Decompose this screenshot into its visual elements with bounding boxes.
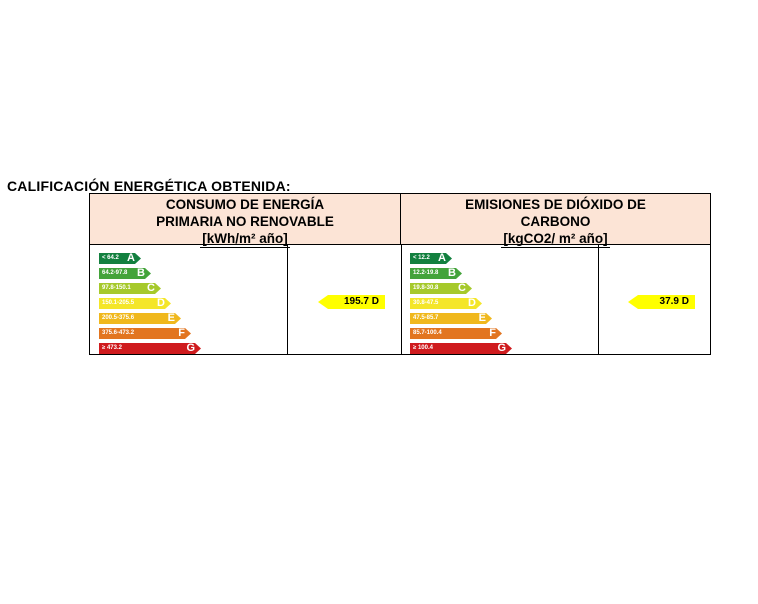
consumo-scale-bar-d: 150.1-205.5 D bbox=[99, 298, 171, 309]
emisiones-scale-bar-a: < 12.2 A bbox=[410, 253, 452, 264]
page-title: CALIFICACIÓN ENERGÉTICA OBTENIDA: bbox=[7, 178, 291, 194]
consumo-scale-letter: C bbox=[147, 282, 155, 294]
consumo-scale-letter: F bbox=[178, 327, 185, 339]
consumo-scale-bar-b: 64.2-97.8 B bbox=[99, 268, 151, 279]
consumo-scale-letter: E bbox=[167, 312, 175, 324]
consumo-scale-bar-c: 97.8-150.1 C bbox=[99, 283, 161, 294]
emisiones-scale-letter: A bbox=[438, 252, 446, 264]
consumo-header-line2: PRIMARIA NO RENOVABLE bbox=[156, 214, 334, 229]
emisiones-header: EMISIONES DE DIÓXIDO DE CARBONO [kgCO2/ … bbox=[401, 194, 710, 248]
consumo-scale-letter: A bbox=[127, 252, 135, 264]
section-divider bbox=[401, 245, 402, 354]
emisiones-scale-range: < 12.2 bbox=[413, 255, 430, 261]
emisiones-scale-range: ≥ 100.4 bbox=[413, 345, 433, 351]
emisiones-scale-letter: E bbox=[478, 312, 486, 324]
consumo-scale-letter: B bbox=[137, 267, 145, 279]
consumo-scale-letter: D bbox=[157, 297, 165, 309]
emisiones-scale-bar-d: 30.8-47.5 D bbox=[410, 298, 482, 309]
consumo-scale-range: 375.6-473.2 bbox=[102, 330, 135, 336]
consumo-scale-bar-e: 200.5-375.6 E bbox=[99, 313, 181, 324]
column-divider bbox=[287, 245, 288, 354]
emisiones-header-line1: EMISIONES DE DIÓXIDO DE bbox=[465, 197, 646, 212]
consumo-scale-range: ≥ 473.2 bbox=[102, 345, 122, 351]
emisiones-scale-range: 19.8-30.8 bbox=[413, 285, 439, 291]
consumo-scale-range: 97.8-150.1 bbox=[102, 285, 131, 291]
consumo-scale-range: < 64.2 bbox=[102, 255, 119, 261]
consumo-scale-bar-a: < 64.2 A bbox=[99, 253, 141, 264]
emisiones-rating-arrow: 37.9 D bbox=[628, 295, 695, 309]
consumo-scale-bar-f: 375.6-473.2 F bbox=[99, 328, 191, 339]
consumo-scale-range: 150.1-205.5 bbox=[102, 300, 135, 306]
consumo-header: CONSUMO DE ENERGÍA PRIMARIA NO RENOVABLE… bbox=[90, 194, 401, 248]
consumo-header-line1: CONSUMO DE ENERGÍA bbox=[165, 197, 325, 212]
emisiones-scale-range: 30.8-47.5 bbox=[413, 300, 439, 306]
emisiones-scale-letter: C bbox=[458, 282, 466, 294]
column-divider bbox=[598, 245, 599, 354]
consumo-rating-value: 195.7 D bbox=[343, 296, 379, 307]
emisiones-scale-bar-g: ≥ 100.4 G bbox=[410, 343, 512, 354]
emisiones-header-line2: CARBONO bbox=[520, 214, 591, 229]
consumo-scale-range: 200.5-375.6 bbox=[102, 315, 135, 321]
emisiones-scale-letter: D bbox=[468, 297, 476, 309]
emisiones-scale-range: 47.5-85.7 bbox=[413, 315, 439, 321]
emisiones-scale-bar-c: 19.8-30.8 C bbox=[410, 283, 472, 294]
rating-table: CONSUMO DE ENERGÍA PRIMARIA NO RENOVABLE… bbox=[89, 193, 711, 355]
emisiones-scale-range: 12.2-19.8 bbox=[413, 270, 439, 276]
emisiones-scale-bar-f: 85.7-100.4 F bbox=[410, 328, 502, 339]
consumo-scale-range: 64.2-97.8 bbox=[102, 270, 128, 276]
consumo-scale-letter: G bbox=[186, 342, 195, 354]
emisiones-scale-bar-e: 47.5-85.7 E bbox=[410, 313, 492, 324]
emisiones-scale-letter: B bbox=[448, 267, 456, 279]
emisiones-unit: [kgCO2/ m² año] bbox=[501, 231, 610, 248]
emisiones-scale-range: 85.7-100.4 bbox=[413, 330, 442, 336]
emisiones-scale-bar-b: 12.2-19.8 B bbox=[410, 268, 462, 279]
emisiones-rating-value: 37.9 D bbox=[659, 296, 689, 307]
consumo-scale-bar-g: ≥ 473.2 G bbox=[99, 343, 201, 354]
consumo-rating-arrow: 195.7 D bbox=[318, 295, 385, 309]
emisiones-scale-letter: G bbox=[497, 342, 506, 354]
consumo-unit: [kWh/m² año] bbox=[200, 231, 290, 248]
emisiones-scale-letter: F bbox=[489, 327, 496, 339]
